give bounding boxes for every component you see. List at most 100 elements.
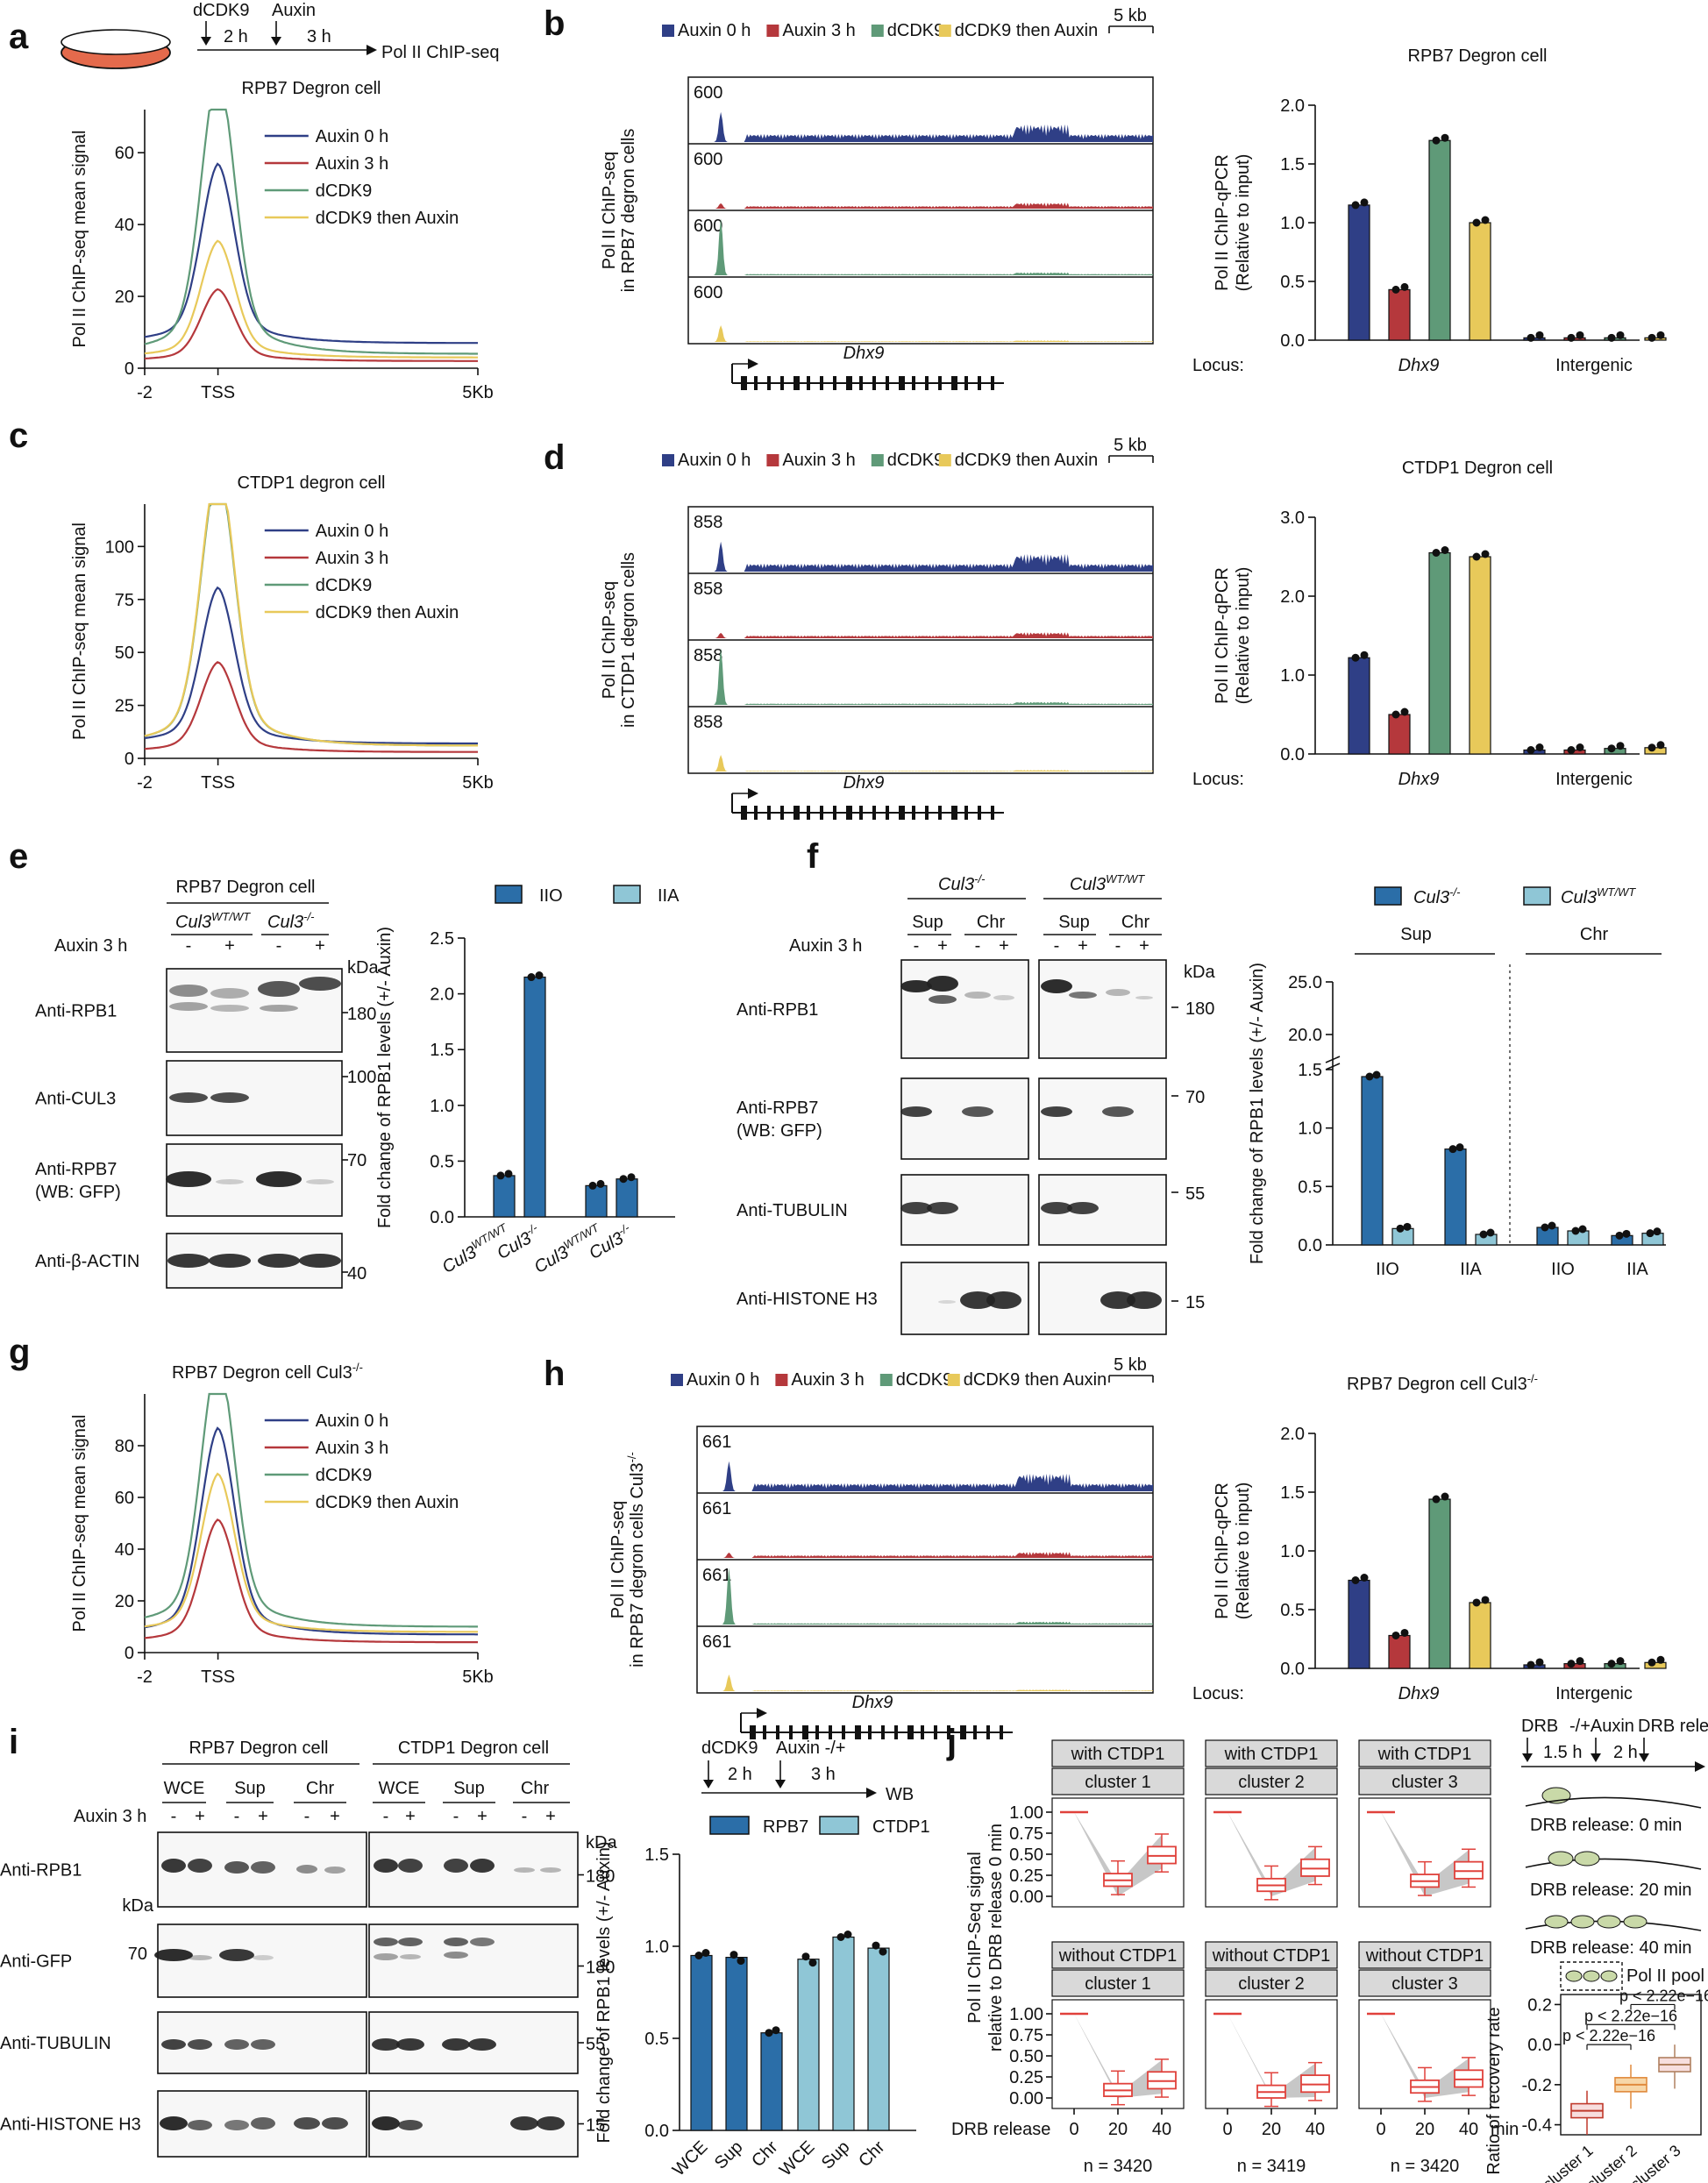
y-tick-label: 75 xyxy=(115,591,134,610)
y-tick-label: -0.4 xyxy=(1522,2116,1552,2136)
lane-sign: - xyxy=(914,936,920,956)
exon xyxy=(886,376,889,390)
band xyxy=(296,1865,317,1874)
band xyxy=(1041,1106,1072,1117)
dot xyxy=(1576,1657,1584,1666)
lane-sign: - xyxy=(276,936,282,956)
y-tick-label: 2.0 xyxy=(1280,587,1305,607)
blot-row-label: Anti-RPB1 xyxy=(737,1000,818,1020)
band xyxy=(540,1867,561,1873)
group-label: RPB7 Degron cell xyxy=(189,1739,329,1758)
panel-letter-a: a xyxy=(9,18,29,56)
trajectory-ribbon xyxy=(1074,1812,1162,1896)
kda-marker: 55 xyxy=(586,2035,605,2054)
dot xyxy=(1646,1229,1655,1238)
schematic-label: Auxin xyxy=(272,1,316,20)
y-tick-label: 1.5 xyxy=(1298,1061,1322,1080)
coverage-track-1 xyxy=(688,203,1153,209)
facet-strip xyxy=(1051,1941,1185,1969)
dot xyxy=(765,2029,773,2037)
y-tick-label: 100 xyxy=(105,537,134,557)
dot xyxy=(1576,743,1584,751)
dot xyxy=(843,1931,852,1938)
y-tick-label: 0.25 xyxy=(1009,2068,1043,2087)
legend-label: Auxin 0 h xyxy=(316,127,388,146)
exon xyxy=(741,376,747,390)
n-label: n = 3419 xyxy=(1237,2157,1306,2176)
lane-sign: + xyxy=(1078,936,1088,956)
dna-line xyxy=(1525,1858,1702,1870)
dot xyxy=(1527,746,1535,754)
dot xyxy=(1648,1658,1656,1667)
dot xyxy=(1648,333,1656,342)
group-label: Chr xyxy=(1580,925,1609,944)
exon xyxy=(960,1725,966,1739)
schematic-label: DRB release: 20 min xyxy=(1530,1881,1692,1900)
blot-row-label: (WB: GFP) xyxy=(35,1183,121,1202)
dot xyxy=(627,1173,636,1182)
schematic-label: dCDK9 xyxy=(701,1739,758,1758)
blot-row-label: Anti-HISTONE H3 xyxy=(737,1290,878,1309)
bar xyxy=(690,1954,713,2131)
series-line-2 xyxy=(144,1392,478,1628)
dot xyxy=(527,973,536,982)
blot-row-label: Anti-CUL3 xyxy=(35,1090,116,1109)
y-tick-label: 0.0 xyxy=(1280,745,1305,764)
y-axis-label: Pol II ChIP-seq mean signal xyxy=(70,131,89,348)
locus-axis-label: Locus: xyxy=(1192,1684,1244,1703)
legend-label: Auxin 3 h xyxy=(782,21,855,40)
lane-sign: + xyxy=(315,936,325,956)
exon xyxy=(855,1725,861,1739)
y-axis-label: Ratio of recovery rate xyxy=(1484,2007,1504,2174)
x-tick-label: IIO xyxy=(1376,1260,1399,1279)
lane-sign: - xyxy=(234,1807,240,1826)
dot xyxy=(701,1949,710,1957)
x-tick-label: 40 xyxy=(1152,2120,1171,2139)
y-tick-label: 1.0 xyxy=(1280,214,1305,233)
arrow-head xyxy=(1591,1753,1601,1762)
bar xyxy=(1428,551,1451,755)
lane-sign: - xyxy=(1115,936,1121,956)
y-tick-label: 60 xyxy=(115,144,134,163)
lane-sign: - xyxy=(304,1807,310,1826)
dot xyxy=(596,1179,605,1188)
pol2-icon xyxy=(1574,1851,1600,1867)
series-line-1 xyxy=(144,661,478,753)
facet-label: cluster 2 xyxy=(1238,1773,1305,1792)
pol2-icon xyxy=(1600,1970,1618,1982)
exon xyxy=(820,806,823,820)
y-axis-label: Pol II ChIP-seq xyxy=(608,1501,628,1619)
y-tick-label: 2.5 xyxy=(430,929,454,949)
y-tick-label: 0.0 xyxy=(644,2122,669,2141)
y-axis-label: Pol II ChIP-seq xyxy=(600,581,619,700)
bar xyxy=(1388,1634,1411,1669)
dot xyxy=(1486,1228,1495,1237)
dot xyxy=(1656,1655,1665,1664)
y-tick-label: 25 xyxy=(115,697,134,716)
legend-label: dCDK9 then Auxin xyxy=(955,451,1098,470)
dot xyxy=(1441,546,1449,554)
legend-label: dCDK9 xyxy=(887,21,943,40)
exon xyxy=(807,806,810,820)
dot xyxy=(1400,708,1409,716)
chart-title: CTDP1 degron cell xyxy=(238,473,386,493)
blot-left-0 xyxy=(900,959,1029,1059)
x-tick-label: 0 xyxy=(1069,2120,1078,2139)
band xyxy=(444,1952,468,1959)
lane-sign: + xyxy=(405,1807,416,1826)
dot xyxy=(1441,133,1449,142)
group-label: Cul3WT/WT xyxy=(1070,872,1145,894)
dot xyxy=(1432,136,1441,145)
exon xyxy=(964,376,968,390)
dot xyxy=(1403,1222,1412,1231)
lane-sign: + xyxy=(224,936,235,956)
band xyxy=(306,1179,334,1184)
auxin-label: Auxin 3 h xyxy=(54,936,127,956)
legend-swatch xyxy=(819,1816,859,1835)
band xyxy=(372,2038,400,2051)
x-unit-label: min xyxy=(1491,2120,1519,2139)
y-tick-label: 0.5 xyxy=(430,1152,454,1171)
fraction-label: Chr xyxy=(306,1779,335,1798)
fraction-label: Chr xyxy=(521,1779,550,1798)
band xyxy=(216,1179,244,1184)
